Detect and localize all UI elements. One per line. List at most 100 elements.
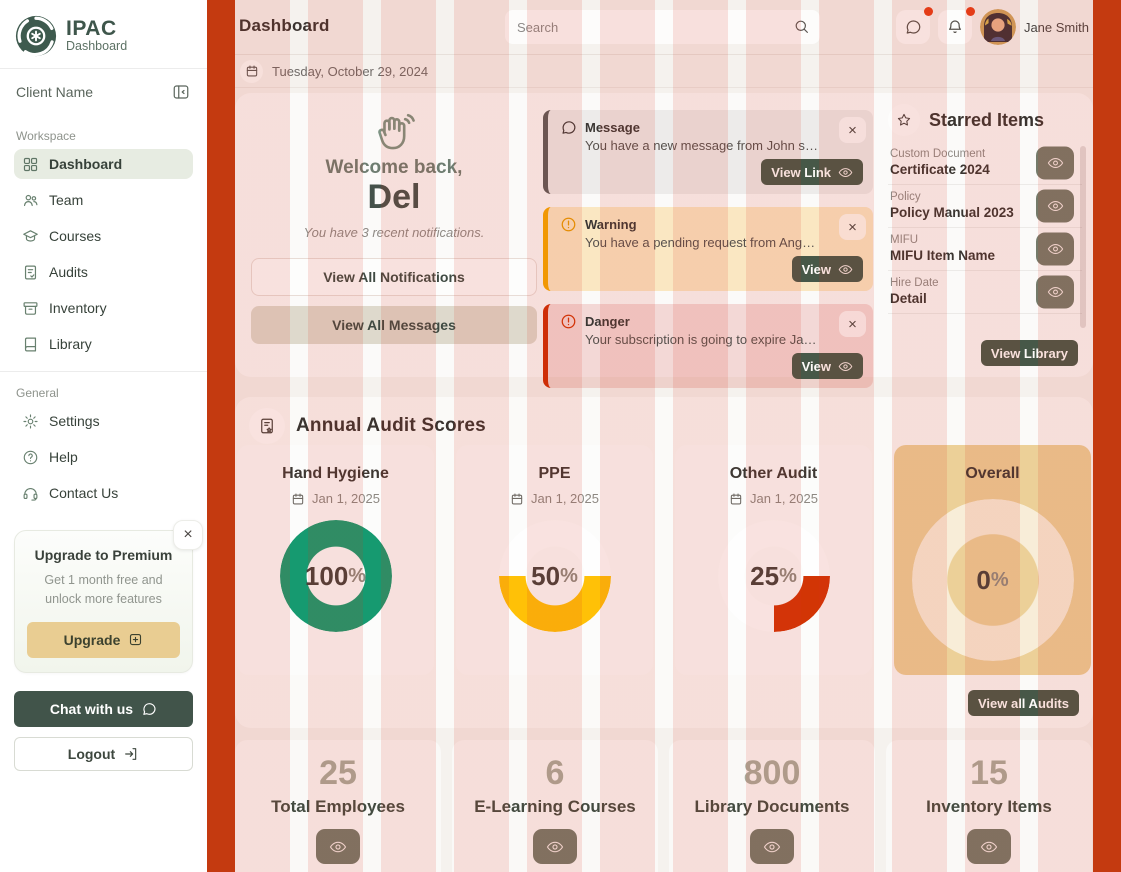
audit-date: Jan 1, 2025 — [531, 491, 599, 506]
library-book-icon — [24, 337, 37, 351]
chat-bubble-icon — [562, 121, 576, 134]
main-content: Dashboard — [235, 0, 1093, 872]
sidebar-item-team[interactable]: Team — [14, 185, 193, 215]
stat-label: E-Learning Courses — [474, 797, 636, 816]
upgrade-title: Upgrade to Premium — [34, 547, 173, 563]
eye-icon — [838, 361, 853, 371]
headset-icon — [23, 487, 38, 501]
starred-scrollbar[interactable] — [1080, 146, 1086, 328]
sidebar-item-contact-us[interactable]: Contact Us — [14, 478, 193, 508]
gear-icon — [23, 413, 38, 429]
view-starred-item-button[interactable] — [1036, 275, 1074, 309]
logo: IPAC Dashboard — [14, 12, 193, 68]
view-all-notifications-button[interactable]: View All Notifications — [251, 258, 537, 297]
percent-sign: % — [779, 564, 797, 587]
view-stat-button[interactable] — [750, 829, 794, 864]
audit-date-row: Jan 1, 2025 — [456, 491, 653, 506]
help-circle-icon — [23, 450, 38, 464]
starred-item-name: MIFU Item Name — [890, 248, 996, 263]
overview-section: Welcome back, Del You have 3 recent noti… — [235, 93, 1093, 388]
divider — [0, 371, 207, 372]
client-name-label: Client Name — [16, 84, 94, 100]
starred-item-type: MIFU — [890, 234, 919, 246]
view-starred-item-button[interactable] — [1036, 146, 1074, 180]
upgrade-close-button[interactable]: × — [173, 520, 203, 550]
logo-title: IPAC — [66, 17, 117, 40]
eye-icon — [838, 167, 853, 177]
view-button[interactable]: View — [791, 353, 863, 379]
sidebar-item-label: Courses — [49, 228, 102, 244]
notifications-button[interactable] — [937, 7, 975, 44]
welcome-subtitle: You have 3 recent notifications. — [303, 225, 485, 241]
eye-icon — [1047, 244, 1063, 254]
sidebar-item-dashboard[interactable]: Dashboard — [14, 149, 193, 179]
dismiss-notification-button[interactable]: × — [839, 117, 866, 143]
stat-value: 6 — [545, 754, 565, 792]
view-stat-button[interactable] — [316, 829, 360, 864]
chat-bubble-icon — [143, 702, 156, 715]
waving-hand-icon — [251, 111, 537, 155]
workspace-section-label: Workspace — [16, 129, 76, 143]
search-input[interactable] — [505, 10, 820, 44]
logo-subtitle: Dashboard — [66, 39, 128, 53]
welcome-user-name: Del — [367, 178, 421, 216]
view-all-audits-button[interactable]: View all Audits — [967, 690, 1079, 716]
sidebar-item-settings[interactable]: Settings — [14, 406, 193, 436]
eye-icon — [980, 841, 998, 852]
dismiss-notification-button[interactable]: × — [839, 214, 866, 240]
notification-title: Warning — [585, 217, 637, 232]
logout-label: Logout — [67, 745, 116, 762]
divider — [0, 68, 207, 69]
audit-document-star-icon — [249, 408, 285, 444]
sidebar-item-help[interactable]: Help — [14, 442, 193, 472]
calendar-icon — [730, 493, 742, 504]
warning-circle-icon — [561, 217, 576, 232]
view-starred-item-button[interactable] — [1036, 232, 1074, 266]
view-library-button[interactable]: View Library — [980, 340, 1078, 366]
logout-button[interactable]: Logout — [14, 736, 193, 771]
view-starred-item-button[interactable] — [1036, 189, 1074, 223]
notification-body: You have a new message from John smith — [585, 138, 822, 153]
eye-icon — [1047, 201, 1063, 211]
audit-card-overall: Overall 0% — [894, 445, 1091, 675]
dismiss-notification-button[interactable]: × — [839, 311, 866, 337]
upgrade-body: Get 1 month free and unlock more feature… — [44, 573, 163, 607]
main-area: Dashboard — [207, 0, 1121, 872]
sidebar-item-courses[interactable]: Courses — [14, 221, 193, 251]
plus-box-icon — [130, 634, 142, 646]
view-stat-button[interactable] — [967, 829, 1011, 864]
stat-card-inventory-items: 15 Inventory Items — [886, 740, 1092, 872]
calendar-icon — [240, 59, 263, 83]
eye-icon — [763, 841, 781, 852]
eye-icon — [329, 841, 347, 852]
danger-circle-icon — [561, 314, 576, 329]
audit-name: Overall — [965, 465, 1020, 482]
messages-button[interactable] — [895, 7, 933, 44]
donut-chart-overall: 0% — [911, 499, 1074, 661]
sidebar-item-audits[interactable]: Audits — [14, 257, 193, 287]
chat-with-us-button[interactable]: Chat with us — [14, 690, 193, 727]
audit-document-icon — [24, 265, 37, 279]
upgrade-button-label: Upgrade — [63, 631, 121, 648]
audit-name: Hand Hygiene — [282, 465, 389, 482]
donut-chart-hand-hygiene: 100% — [279, 520, 392, 632]
sidebar-item-label: Library — [49, 336, 92, 352]
sidebar-item-library[interactable]: Library — [14, 329, 193, 359]
unread-messages-badge — [923, 7, 933, 16]
view-label: View — [801, 358, 831, 374]
stat-label: Inventory Items — [926, 797, 1052, 816]
view-all-messages-button[interactable]: View All Messages — [251, 306, 537, 345]
percent-sign: % — [560, 564, 578, 587]
view-link-button[interactable]: View Link — [761, 159, 863, 185]
right-red-band — [1093, 0, 1121, 872]
upgrade-button[interactable]: Upgrade — [27, 621, 180, 658]
view-stat-button[interactable] — [533, 829, 577, 864]
collapse-sidebar-button[interactable] — [171, 83, 191, 101]
view-button[interactable]: View — [791, 256, 863, 282]
avatar[interactable] — [979, 9, 1016, 45]
notification-danger: Danger Your subscription is going to exp… — [543, 304, 873, 388]
sidebar-item-inventory[interactable]: Inventory — [14, 293, 193, 323]
audit-date: Jan 1, 2025 — [750, 491, 818, 506]
stat-card-library-documents: 800 Library Documents — [669, 740, 875, 872]
unread-notifications-badge — [965, 7, 975, 16]
